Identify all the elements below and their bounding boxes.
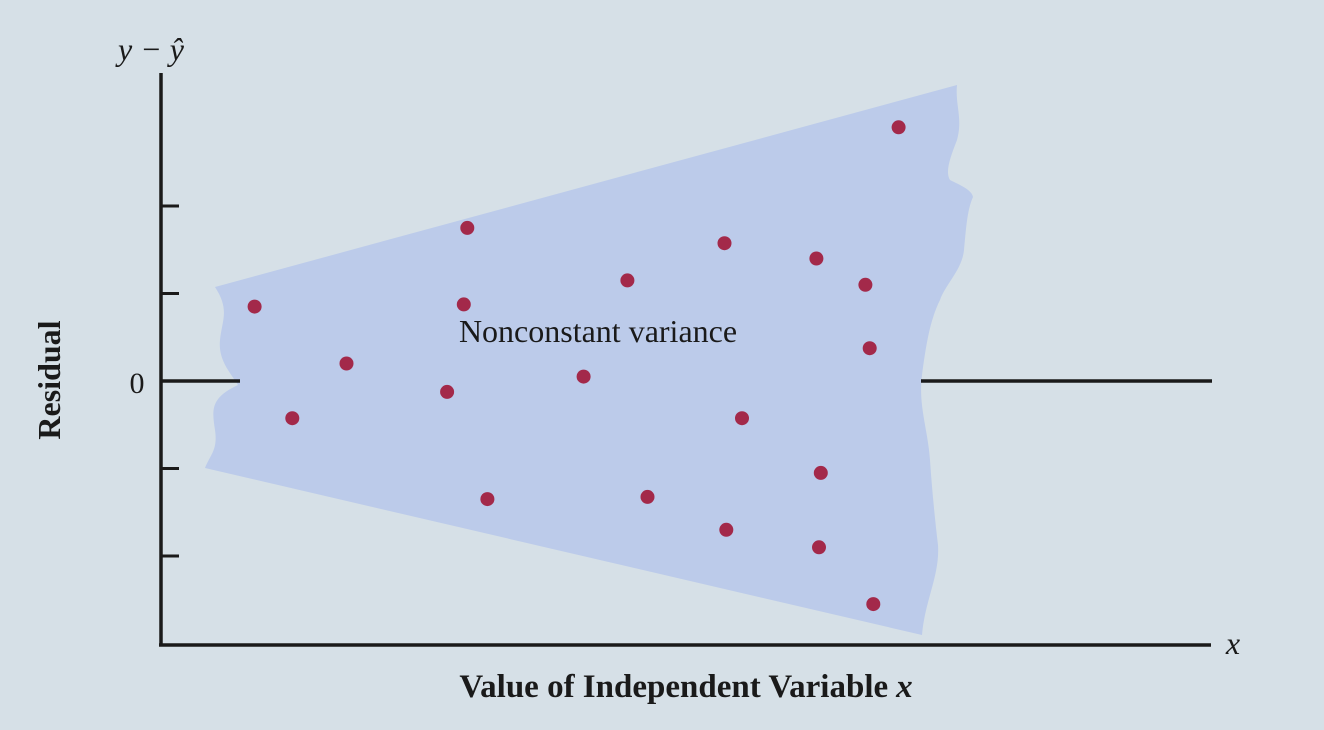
data-point-18 — [866, 597, 881, 612]
x-axis-label-var: x — [895, 669, 913, 705]
data-point-7 — [576, 369, 591, 384]
data-point-16 — [858, 277, 873, 292]
data-point-3 — [440, 384, 455, 399]
data-point-15 — [812, 540, 826, 555]
data-point-2 — [339, 356, 354, 371]
data-point-6 — [480, 492, 495, 507]
y-axis-label: Residual — [31, 320, 67, 439]
x-axis-label-text: Value of Independent Variable — [459, 669, 888, 705]
x-axis-label: Value of Independent Variable x — [459, 669, 912, 705]
zero-tick-label: 0 — [130, 367, 145, 400]
x-axis-symbol: x — [1225, 625, 1240, 661]
data-point-9 — [640, 489, 655, 504]
data-point-5 — [456, 297, 471, 312]
data-point-11 — [719, 522, 734, 537]
nonconstant-variance-band — [205, 85, 973, 635]
data-point-12 — [735, 411, 749, 426]
data-point-14 — [813, 465, 828, 480]
annotation-nonconstant-variance: Nonconstant variance — [459, 313, 737, 349]
data-point-8 — [620, 273, 635, 288]
data-point-17 — [862, 341, 877, 356]
y-axis-symbol: y − ŷ — [115, 31, 185, 67]
data-point-0 — [247, 299, 262, 314]
data-point-19 — [891, 120, 906, 135]
data-point-10 — [717, 236, 732, 251]
data-point-13 — [809, 251, 824, 266]
data-point-4 — [460, 220, 475, 235]
data-point-1 — [285, 411, 300, 426]
